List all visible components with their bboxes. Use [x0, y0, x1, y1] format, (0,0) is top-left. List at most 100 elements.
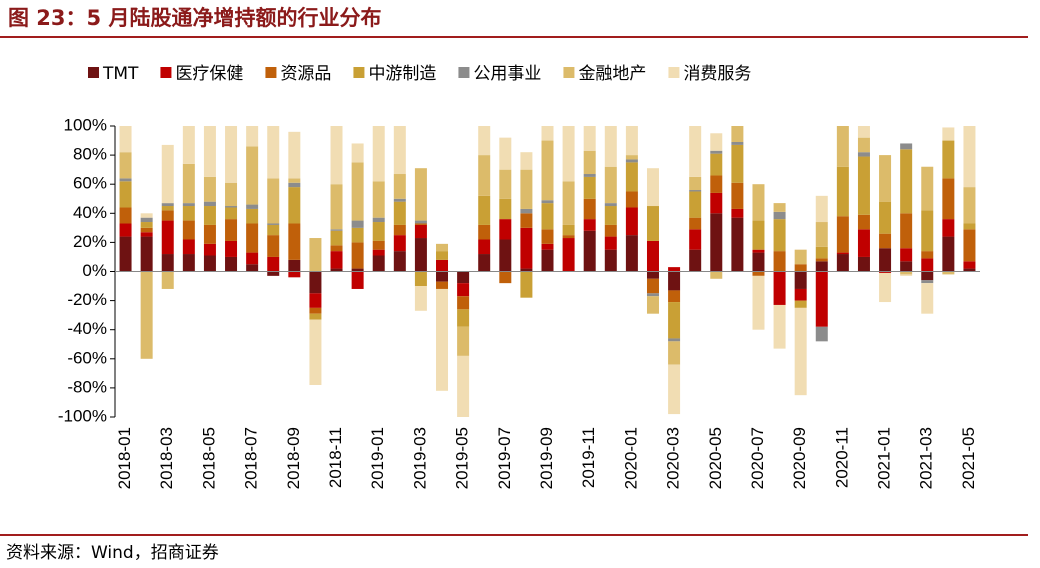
bar-segment — [309, 238, 322, 272]
bar-segment — [499, 137, 512, 170]
x-tick-label: 2018-05 — [199, 427, 218, 489]
bar-segment — [794, 264, 807, 272]
bar-segment — [330, 229, 343, 231]
x-tick-label: 2018-11 — [326, 427, 345, 488]
legend-label: 公用事业 — [473, 64, 541, 84]
bar-segment — [478, 224, 491, 240]
legend-swatch — [353, 67, 365, 78]
bar-segment — [562, 235, 575, 239]
bar-segment — [457, 271, 470, 284]
bar-segment — [710, 192, 723, 214]
bar-segment — [963, 261, 976, 269]
bar-segment — [246, 223, 259, 253]
bar-segment — [710, 133, 723, 151]
bar-segment — [182, 203, 195, 207]
bar-segment — [879, 271, 892, 273]
bar-segment — [309, 319, 322, 385]
bar-segment — [562, 238, 575, 272]
bar-segment — [815, 222, 828, 247]
bar-segment — [625, 159, 638, 163]
bar-segment — [478, 155, 491, 196]
bar-segment — [520, 271, 533, 298]
bar-segment — [942, 140, 955, 179]
bar-segment — [414, 271, 427, 287]
bar-segment — [393, 224, 406, 236]
bar-segment — [267, 271, 280, 276]
bar-segment — [267, 224, 280, 236]
bar-segment — [625, 191, 638, 208]
bar-segment — [752, 184, 765, 221]
bar-segment — [203, 255, 216, 272]
source: 资料来源：Wind，招商证券 — [6, 543, 219, 563]
bar-segment — [520, 208, 533, 214]
bar-segment — [140, 213, 153, 218]
bar-segment — [203, 243, 216, 256]
bar-segment — [225, 182, 238, 207]
bar-segment — [541, 140, 554, 201]
bar-segment — [182, 163, 195, 204]
bar-segment — [689, 229, 702, 250]
legend-swatch — [563, 67, 575, 78]
bar-segment — [309, 307, 322, 314]
bar-segment — [225, 219, 238, 241]
bar-segment — [646, 168, 659, 207]
bar-segment — [794, 307, 807, 396]
bar-segment — [921, 280, 934, 284]
bar-segment — [436, 259, 449, 272]
bar-segment — [414, 238, 427, 272]
bar-segment — [773, 271, 786, 305]
bar-segment — [225, 256, 238, 272]
bar-segment — [478, 254, 491, 272]
bar-segment — [963, 187, 976, 224]
y-tick-label: 80% — [73, 145, 107, 164]
bar-segment — [625, 126, 638, 156]
bar-segment — [879, 272, 892, 303]
bar-segment — [604, 203, 617, 207]
bar-segment — [246, 146, 259, 205]
bar-segment — [625, 207, 638, 236]
legend-label: 中游制造 — [368, 64, 436, 84]
bar-segment — [942, 127, 955, 141]
legend-label: TMT — [102, 64, 139, 84]
x-tick-label: 2020-01 — [621, 427, 640, 489]
bar-segment — [900, 274, 913, 276]
bar-segment — [499, 239, 512, 272]
bar-segment — [330, 251, 343, 269]
bar-segment — [773, 219, 786, 252]
bar-segment — [963, 223, 976, 230]
bar-segment — [457, 355, 470, 417]
bar-segment — [478, 239, 491, 255]
bar-segment — [921, 271, 934, 281]
bar-segment — [583, 230, 596, 272]
bar-segment — [604, 249, 617, 272]
bar-segment — [119, 181, 132, 208]
bar-segment — [857, 214, 870, 230]
bar-segment — [541, 243, 554, 250]
bar-segment — [963, 229, 976, 262]
bar-segment — [182, 254, 195, 272]
bar-segment — [921, 210, 934, 252]
bar-segment — [921, 258, 934, 272]
bar-segment — [710, 153, 723, 176]
bar-segment — [900, 261, 913, 272]
legend-label: 资源品 — [280, 64, 331, 84]
bar-segment — [119, 236, 132, 272]
bar-segment — [267, 126, 280, 179]
bar-segment — [288, 259, 301, 272]
bar-segment — [436, 243, 449, 252]
bar-segment — [161, 254, 174, 272]
bar-segment — [393, 251, 406, 272]
bar-segment — [836, 254, 849, 272]
bar-segment — [457, 326, 470, 356]
bar-segment — [646, 240, 659, 272]
bar-segment — [857, 126, 870, 138]
bar-segment — [541, 200, 554, 204]
bar-segment — [203, 176, 216, 202]
bar-segment — [815, 246, 828, 259]
bar-segment — [140, 232, 153, 237]
x-tick-label: 2018-03 — [157, 427, 176, 489]
bar-segment — [520, 213, 533, 228]
bar-segment — [731, 144, 744, 183]
bar-segment — [182, 239, 195, 255]
bar-segment — [879, 248, 892, 272]
